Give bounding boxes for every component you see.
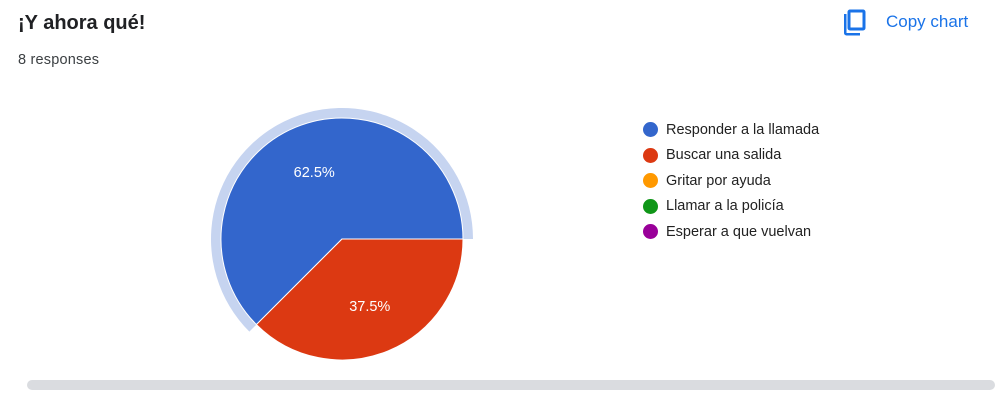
- horizontal-scrollbar[interactable]: [27, 380, 995, 390]
- legend: Responder a la llamada Buscar una salida…: [643, 117, 819, 245]
- copy-icon: [844, 8, 868, 36]
- legend-label: Buscar una salida: [666, 147, 782, 164]
- legend-item[interactable]: Llamar a la policía: [643, 194, 819, 220]
- legend-swatch: [643, 147, 658, 163]
- legend-label: Llamar a la policía: [666, 198, 784, 215]
- pie-slice[interactable]: [255, 238, 464, 361]
- legend-item[interactable]: Buscar una salida: [643, 143, 819, 169]
- legend-swatch: [643, 122, 658, 138]
- legend-item[interactable]: Responder a la llamada: [643, 117, 819, 143]
- legend-item[interactable]: Gritar por ayuda: [643, 168, 819, 194]
- legend-swatch: [643, 173, 658, 189]
- pie-slice-label: 37.5%: [349, 299, 390, 315]
- legend-label: Gritar por ayuda: [666, 172, 771, 189]
- response-count: 8 responses: [18, 52, 100, 68]
- legend-swatch: [643, 198, 658, 214]
- pie-slice-label: 62.5%: [294, 165, 335, 181]
- legend-label: Responder a la llamada: [666, 121, 820, 138]
- chart-title: ¡Y ahora qué!: [18, 12, 146, 34]
- legend-swatch: [643, 224, 658, 240]
- pie-chart: 62.5% 37.5%: [210, 107, 473, 361]
- copy-chart-label: Copy chart: [886, 12, 969, 31]
- legend-item[interactable]: Esperar a que vuelvan: [643, 219, 819, 245]
- copy-chart-button[interactable]: Copy chart: [838, 4, 974, 40]
- legend-label: Esperar a que vuelvan: [666, 223, 812, 240]
- pie-slice[interactable]: [220, 117, 464, 326]
